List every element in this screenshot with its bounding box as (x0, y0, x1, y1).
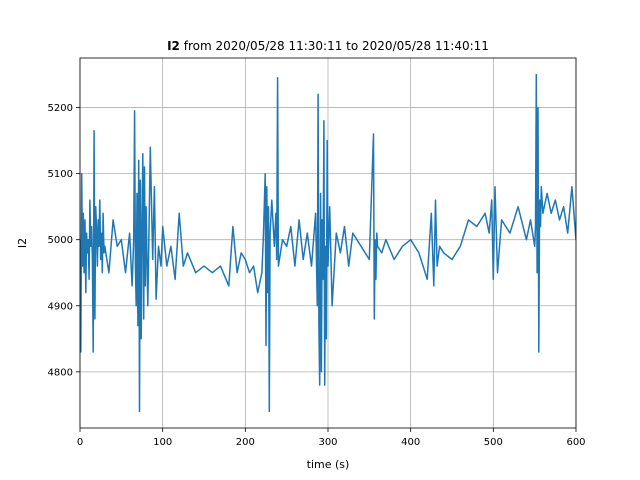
y-tick-label: 4800 (48, 367, 73, 378)
chart-title-rest: from 2020/05/28 11:30:11 to 2020/05/28 1… (180, 39, 489, 53)
y-tick-label: 5000 (48, 235, 73, 246)
plot-area (80, 73, 576, 413)
chart-title: I2 from 2020/05/28 11:30:11 to 2020/05/2… (167, 39, 489, 53)
y-tick-label: 5100 (48, 169, 73, 180)
x-axis-ticks: 0 100 200 300 400 500 600 (77, 428, 586, 448)
y-axis-label: I2 (16, 238, 29, 248)
y-axis-ticks: 4800 4900 5000 5100 5200 (48, 103, 80, 378)
x-tick-label: 300 (318, 437, 337, 448)
x-tick-label: 100 (153, 437, 172, 448)
x-axis-label: time (s) (307, 458, 350, 471)
x-tick-label: 600 (566, 437, 585, 448)
x-tick-label: 0 (77, 437, 83, 448)
chart-title-bold: I2 (167, 39, 180, 53)
y-tick-label: 4900 (48, 301, 73, 312)
x-tick-label: 500 (484, 437, 503, 448)
x-tick-label: 200 (236, 437, 255, 448)
y-tick-label: 5200 (48, 103, 73, 114)
series-line-i2 (80, 73, 576, 413)
x-tick-label: 400 (401, 437, 420, 448)
